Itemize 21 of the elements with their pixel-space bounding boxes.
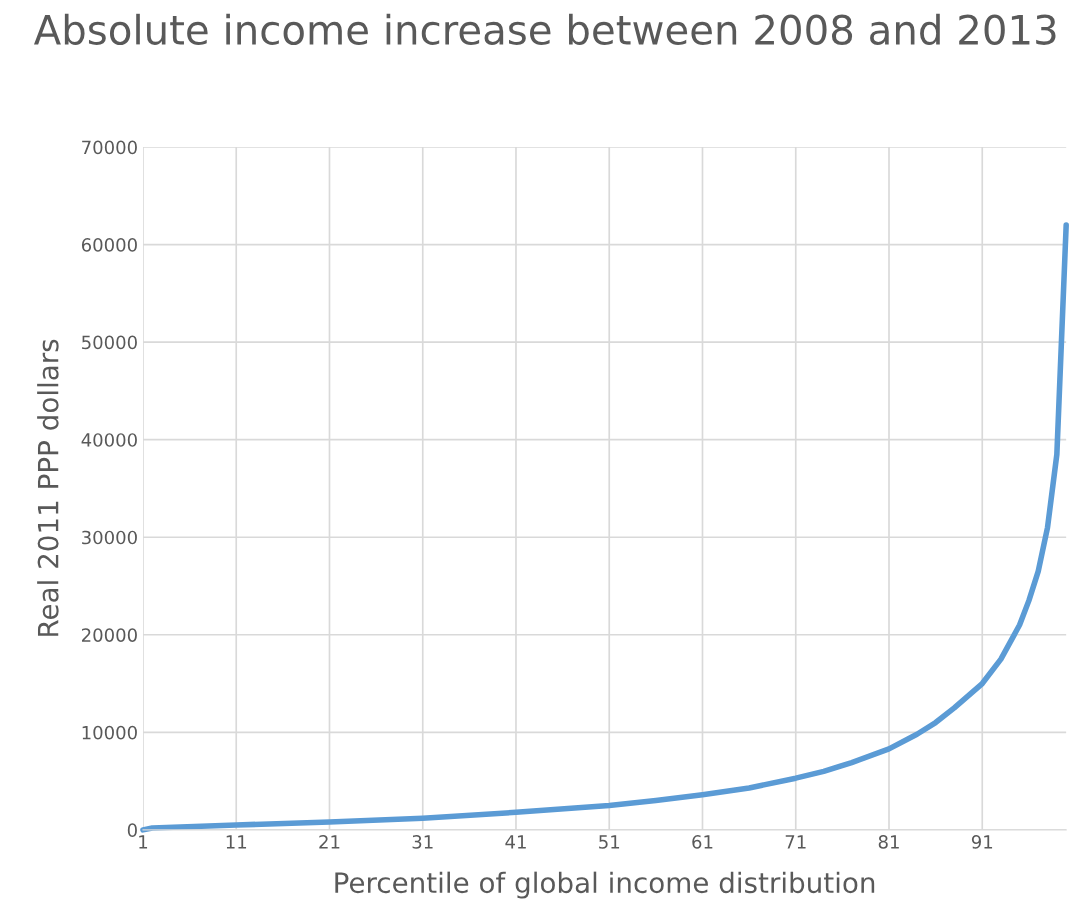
y-tick-label: 0 bbox=[127, 823, 137, 837]
y-tick-label: 30000 bbox=[82, 530, 137, 545]
x-tick-label: 61 bbox=[692, 835, 713, 849]
y-tick-label: 60000 bbox=[81, 238, 137, 252]
y-tick-label: 20000 bbox=[82, 628, 137, 642]
x-axis-title: Percentile of global income distribution bbox=[335, 871, 875, 899]
y-tick-label: 70000 bbox=[82, 140, 137, 155]
y-tick-label: 50000 bbox=[82, 335, 137, 350]
x-tick-label: 91 bbox=[971, 835, 993, 849]
x-tick-label: 1 bbox=[139, 835, 148, 849]
x-tick-label: 51 bbox=[599, 835, 620, 849]
y-tick-label: 10000 bbox=[82, 725, 137, 740]
y-tick-label: 40000 bbox=[81, 433, 137, 447]
x-tick-label: 81 bbox=[878, 835, 899, 849]
x-tick-label: 21 bbox=[319, 835, 340, 849]
chart-title: Absolute income increase between 2008 and 2013 bbox=[33, 13, 1056, 45]
y-axis-title: Real 2011 PPP dollars bbox=[37, 339, 59, 636]
x-tick-label: 11 bbox=[226, 835, 247, 849]
x-tick-label: 31 bbox=[412, 835, 433, 849]
x-tick-label: 41 bbox=[505, 835, 526, 849]
x-tick-label: 71 bbox=[785, 835, 806, 849]
